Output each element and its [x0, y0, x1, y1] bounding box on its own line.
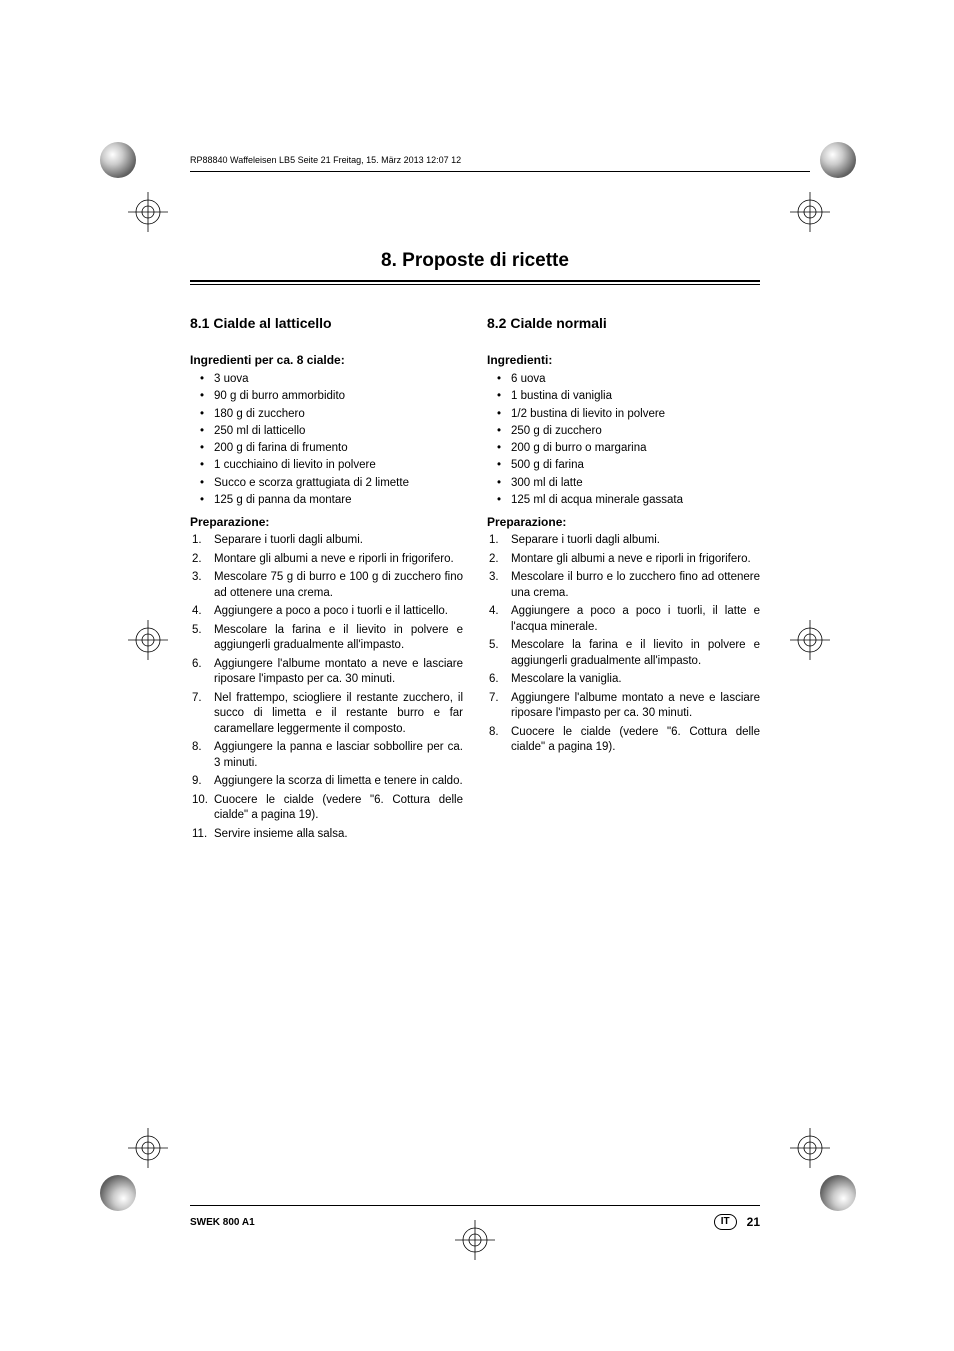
list-item: Montare gli albumi a neve e riporli in f… [487, 552, 760, 568]
list-item: 1 cucchiaino di lievito in polvere [190, 457, 463, 474]
chapter-rule [190, 280, 760, 285]
list-item: Aggiungere a poco a poco i tuorli e il l… [190, 604, 463, 620]
list-item: Servire insieme alla salsa. [190, 827, 463, 843]
list-item: Cuocere le cialde (vedere "6. Cottura de… [487, 725, 760, 756]
list-item: Succo e scorza grattugiata di 2 limette [190, 475, 463, 492]
footer-model: SWEK 800 A1 [190, 1217, 255, 1228]
registration-circle [100, 1175, 136, 1211]
list-item: Mescolare la farina e il lievito in polv… [487, 638, 760, 669]
page-number: 21 [747, 1215, 760, 1229]
list-item: Separare i tuorli dagli albumi. [190, 533, 463, 549]
list-item: 500 g di farina [487, 457, 760, 474]
list-item: Mescolare la vaniglia. [487, 672, 760, 688]
registration-circle [820, 1175, 856, 1211]
list-item: 6 uova [487, 371, 760, 388]
list-item: 250 g di zucchero [487, 423, 760, 440]
steps-list-2: Separare i tuorli dagli albumi. Montare g… [487, 533, 760, 756]
prep-heading-1: Preparazione: [190, 515, 463, 529]
list-item: Nel frattempo, sciogliere il restante zu… [190, 691, 463, 738]
ingredients-list-2: 6 uova1 bustina di vaniglia1/2 bustina d… [487, 371, 760, 509]
lang-badge: IT [714, 1214, 737, 1230]
list-item: Montare gli albumi a neve e riporli in f… [190, 552, 463, 568]
steps-list-1: Separare i tuorli dagli albumi. Montare g… [190, 533, 463, 842]
list-item: 90 g di burro ammorbidito [190, 388, 463, 405]
column-right: 8.2 Cialde normali Ingredienti: 6 uova1 … [487, 315, 760, 845]
column-left: 8.1 Cialde al latticello Ingredienti per… [190, 315, 463, 845]
list-item: 300 ml di latte [487, 475, 760, 492]
list-item: 180 g di zucchero [190, 406, 463, 423]
header-rule [190, 171, 810, 172]
section-title-2: 8.2 Cialde normali [487, 315, 760, 331]
list-item: 1 bustina di vaniglia [487, 388, 760, 405]
list-item: 125 g di panna da montare [190, 492, 463, 509]
list-item: Separare i tuorli dagli albumi. [487, 533, 760, 549]
page-content: RP88840 Waffeleisen LB5 Seite 21 Freitag… [140, 155, 810, 1230]
list-item: 3 uova [190, 371, 463, 388]
list-item: Cuocere le cialde (vedere "6. Cottura de… [190, 793, 463, 824]
list-item: Aggiungere la panna e lasciar sobbollire… [190, 740, 463, 771]
section-title-1: 8.1 Cialde al latticello [190, 315, 463, 331]
list-item: Aggiungere l'albume montato a neve e las… [190, 657, 463, 688]
list-item: 1/2 bustina di lievito in polvere [487, 406, 760, 423]
list-item: Aggiungere l'albume montato a neve e las… [487, 691, 760, 722]
list-item: 250 ml di latticello [190, 423, 463, 440]
list-item: Mescolare la farina e il lievito in polv… [190, 623, 463, 654]
ingredients-heading-2: Ingredienti: [487, 353, 760, 367]
list-item: Mescolare 75 g di burro e 100 g di zucch… [190, 570, 463, 601]
list-item: Aggiungere a poco a poco i tuorli, il la… [487, 604, 760, 635]
registration-circle [100, 142, 136, 178]
ingredients-list-1: 3 uova90 g di burro ammorbidito180 g di … [190, 371, 463, 509]
chapter-title: 8. Proposte di ricette [140, 250, 810, 272]
list-item: Mescolare il burro e lo zucchero fino ad… [487, 570, 760, 601]
page-footer: SWEK 800 A1 IT 21 [190, 1205, 760, 1230]
prep-heading-2: Preparazione: [487, 515, 760, 529]
list-item: 200 g di farina di frumento [190, 440, 463, 457]
header-meta: RP88840 Waffeleisen LB5 Seite 21 Freitag… [140, 155, 810, 165]
ingredients-heading-1: Ingredienti per ca. 8 cialde: [190, 353, 463, 367]
list-item: Aggiungere la scorza di limetta e tenere… [190, 774, 463, 790]
registration-circle [820, 142, 856, 178]
list-item: 125 ml di acqua minerale gassata [487, 492, 760, 509]
list-item: 200 g di burro o margarina [487, 440, 760, 457]
